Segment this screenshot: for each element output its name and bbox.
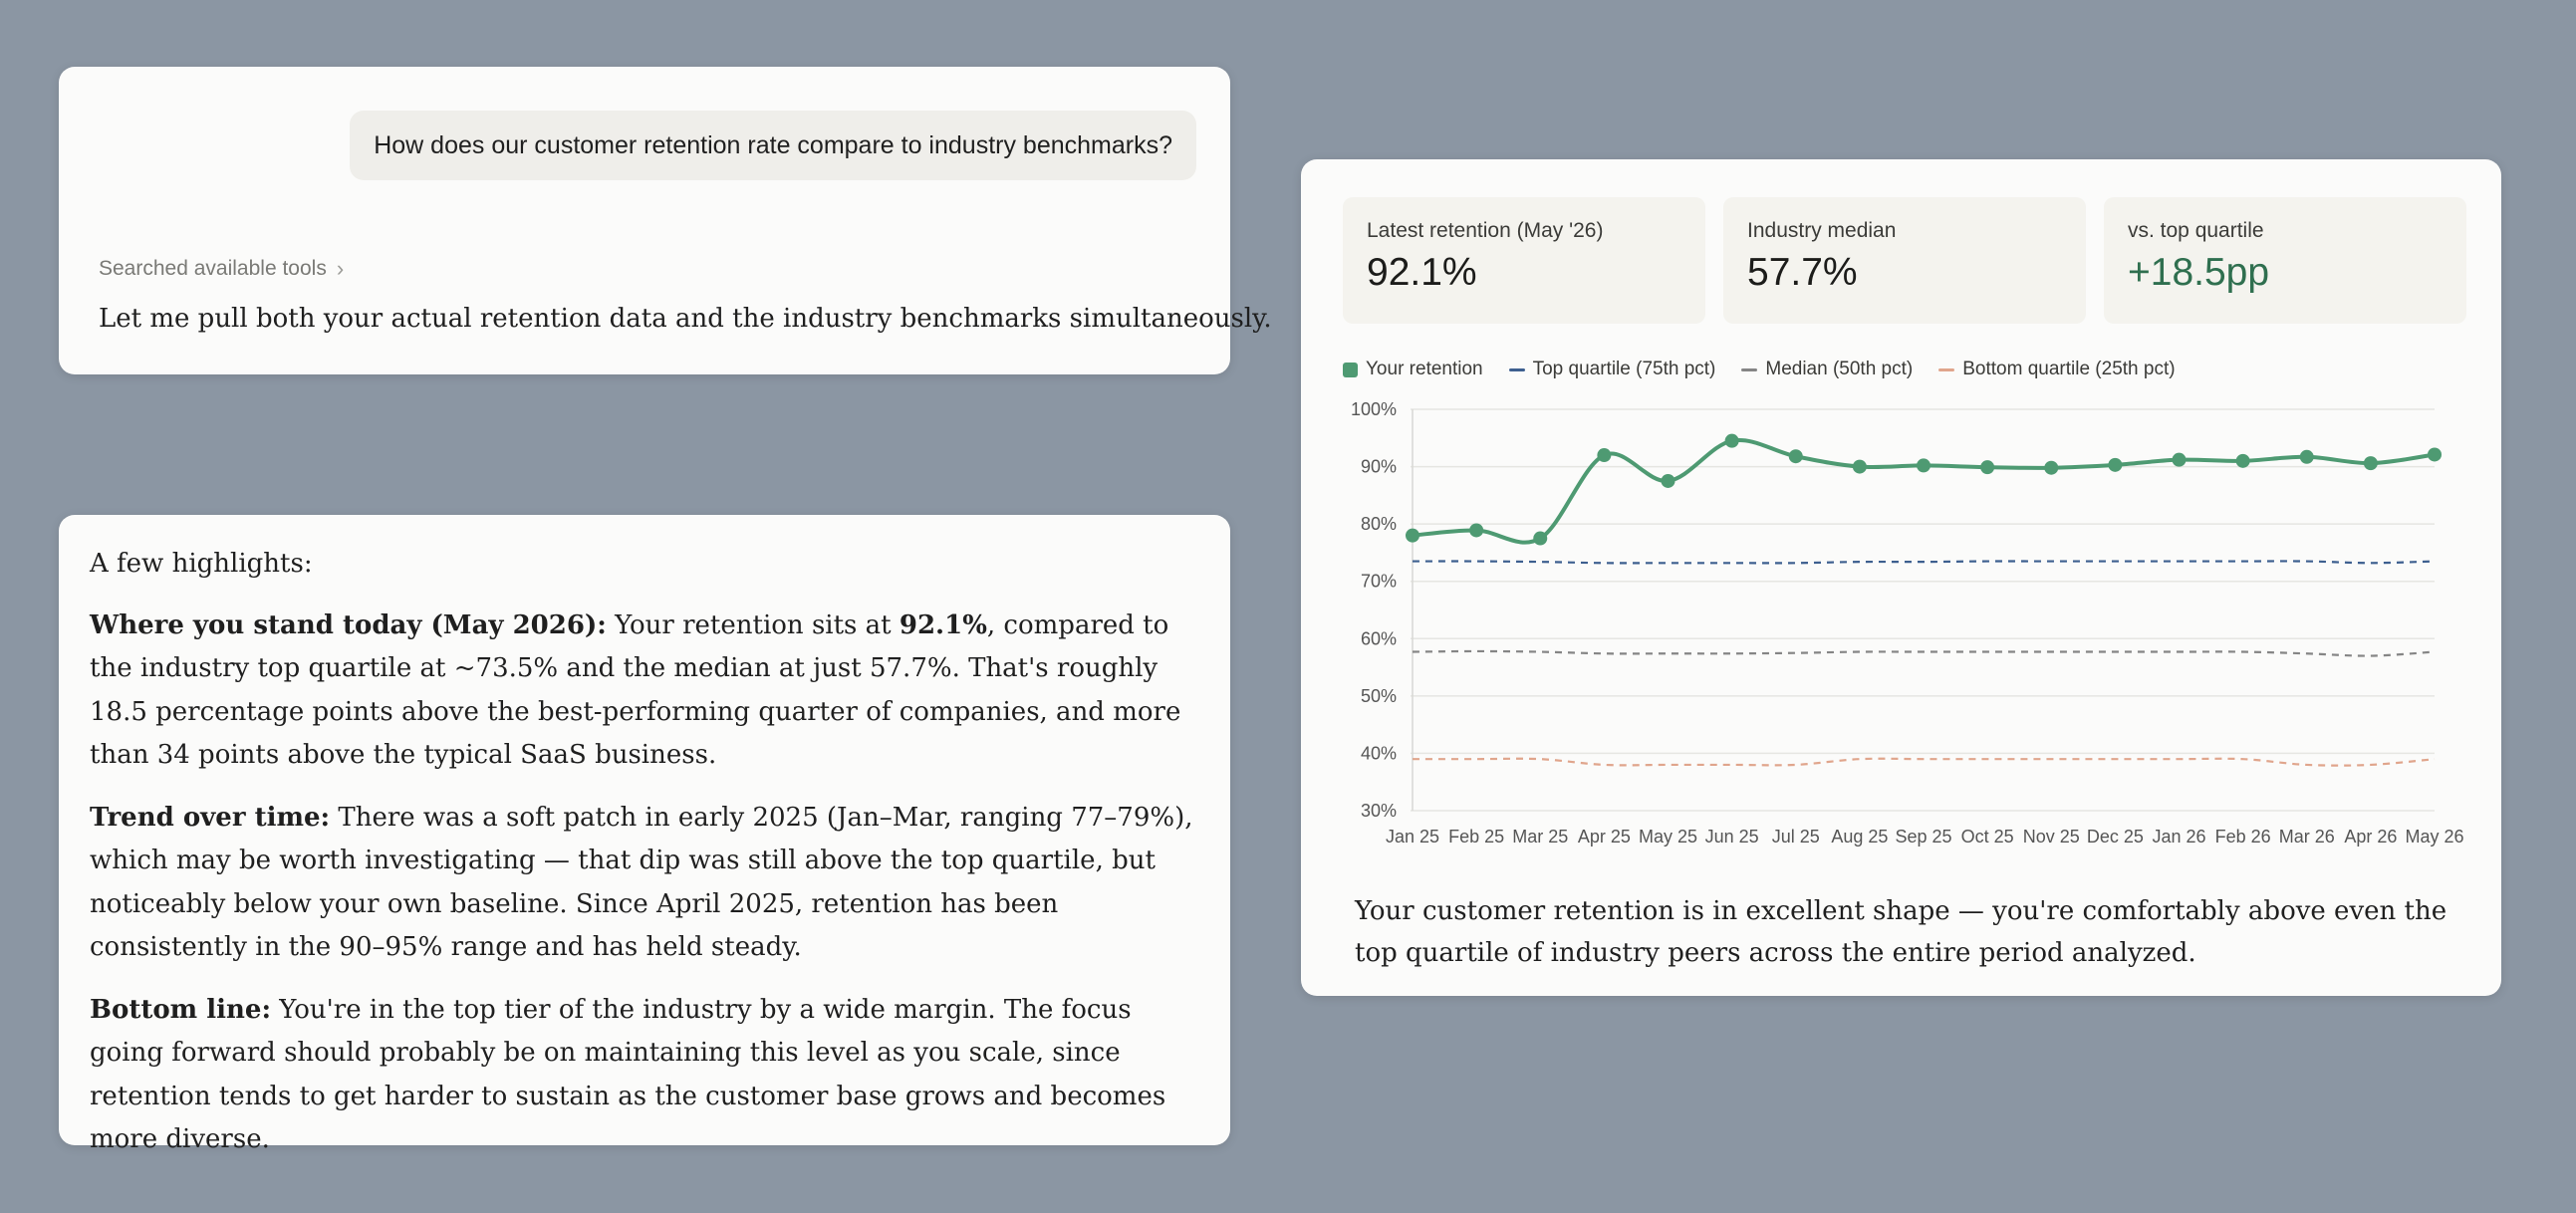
x-tick-label: May 25 bbox=[1639, 827, 1697, 847]
x-tick-label: Jan 26 bbox=[2152, 827, 2205, 847]
y-tick-label: 40% bbox=[1361, 743, 1397, 763]
retention-chart-card: Latest retention (May '26) 92.1% Industr… bbox=[1301, 159, 2501, 996]
metric-label: Latest retention (May '26) bbox=[1367, 219, 1604, 242]
metric-vs-top-quartile: vs. top quartile +18.5pp bbox=[2104, 197, 2466, 324]
data-point bbox=[1533, 531, 1548, 546]
legend-label: Bottom quartile (25th pct) bbox=[1962, 359, 2176, 379]
x-tick-label: Sep 25 bbox=[1895, 827, 1951, 847]
data-point bbox=[2172, 452, 2187, 467]
x-tick-label: Feb 26 bbox=[2215, 827, 2271, 847]
data-point bbox=[1597, 448, 1612, 463]
data-point bbox=[2299, 449, 2314, 464]
series-line-median bbox=[1412, 649, 2436, 657]
chart-caption: Your customer retention is in excellent … bbox=[1355, 896, 2447, 968]
data-point bbox=[2235, 453, 2250, 468]
metric-latest-retention: Latest retention (May '26) 92.1% bbox=[1343, 197, 1705, 324]
chart-legend: Your retention Top quartile (75th pct) M… bbox=[1343, 359, 2176, 380]
legend-label: Median (50th pct) bbox=[1765, 359, 1914, 379]
summary-text: Your retention sits at bbox=[606, 609, 900, 640]
data-point bbox=[1406, 528, 1419, 543]
x-tick-label: Jan 25 bbox=[1386, 827, 1439, 847]
summary-text: , compared to the industry top quartile … bbox=[90, 609, 1181, 771]
x-tick-label: Jun 25 bbox=[1705, 827, 1759, 847]
series-line-bottom-quartile bbox=[1412, 757, 2436, 767]
legend-item-median[interactable]: Median (50th pct) bbox=[1741, 359, 1913, 380]
tool-status-toggle[interactable]: Searched available tools › bbox=[99, 256, 344, 282]
y-tick-label: 30% bbox=[1361, 801, 1397, 821]
metric-label: Industry median bbox=[1747, 219, 1897, 242]
series-line-your-retention bbox=[1412, 437, 2436, 545]
legend-item-top-quartile[interactable]: Top quartile (75th pct) bbox=[1508, 359, 1716, 380]
y-tick-label: 80% bbox=[1361, 514, 1397, 534]
data-point bbox=[2363, 456, 2378, 471]
y-tick-label: 100% bbox=[1351, 399, 1397, 419]
x-tick-label: Apr 26 bbox=[2344, 827, 2397, 847]
summary-paragraph-current: Where you stand today (May 2026): Your r… bbox=[90, 605, 1199, 778]
chat-card: How does our customer retention rate com… bbox=[59, 67, 1272, 374]
legend-label: Your retention bbox=[1366, 359, 1483, 379]
x-tick-label: Dec 25 bbox=[2087, 827, 2144, 847]
x-tick-label: Aug 25 bbox=[1831, 827, 1888, 847]
tool-status-label: Searched available tools bbox=[99, 257, 327, 280]
series-line-top-quartile bbox=[1412, 560, 2436, 565]
metric-value: +18.5pp bbox=[2128, 251, 2270, 294]
legend-item-your-retention[interactable]: Your retention bbox=[1343, 359, 1483, 380]
summary-text: There was a soft patch in early 2025 (Ja… bbox=[90, 802, 1193, 963]
x-tick-label: May 26 bbox=[2405, 827, 2463, 847]
data-point bbox=[2428, 447, 2442, 462]
x-tick-label: Oct 25 bbox=[1961, 827, 2014, 847]
legend-swatch bbox=[1741, 367, 1758, 371]
metric-value: 92.1% bbox=[1367, 251, 1477, 294]
summary-card: A few highlights: Where you stand today … bbox=[59, 515, 1230, 1154]
x-tick-label: Mar 26 bbox=[2279, 827, 2335, 847]
retention-line-chart: 30% 40% 50% 60% 70% 80% 90% 100% Jan 25 Feb 25 Mar… bbox=[1351, 399, 2464, 847]
summary-heading-current: Where you stand today (May 2026): bbox=[90, 609, 607, 640]
metric-industry-median: Industry median 57.7% bbox=[1723, 197, 2086, 324]
user-message-bubble: How does our customer retention rate com… bbox=[350, 111, 1196, 180]
summary-text: You're in the top tier of the industry b… bbox=[90, 994, 1166, 1155]
data-point bbox=[2044, 460, 2059, 475]
assistant-message: Let me pull both your actual retention d… bbox=[99, 304, 1272, 334]
legend-item-bottom-quartile[interactable]: Bottom quartile (25th pct) bbox=[1938, 359, 2176, 380]
data-point bbox=[1788, 449, 1803, 464]
x-tick-label: Mar 25 bbox=[1512, 827, 1568, 847]
x-tick-label: Nov 25 bbox=[2023, 827, 2080, 847]
summary-heading-bottom-line: Bottom line: bbox=[90, 994, 272, 1025]
summary-highlight-value: 92.1% bbox=[899, 609, 987, 640]
metric-label: vs. top quartile bbox=[2128, 219, 2264, 242]
metric-value: 57.7% bbox=[1747, 251, 1858, 294]
user-message-text: How does our customer retention rate com… bbox=[374, 130, 1172, 159]
summary-paragraph-trend: Trend over time: There was a soft patch … bbox=[90, 797, 1199, 970]
data-point bbox=[1469, 523, 1484, 538]
legend-swatch bbox=[1343, 362, 1358, 377]
data-point bbox=[1661, 473, 1675, 488]
x-tick-label: Apr 25 bbox=[1578, 827, 1631, 847]
data-point bbox=[2108, 457, 2123, 472]
chevron-right-icon: › bbox=[336, 256, 345, 281]
legend-label: Top quartile (75th pct) bbox=[1532, 359, 1716, 379]
summary-intro: A few highlights: bbox=[90, 549, 313, 579]
y-tick-label: 90% bbox=[1361, 457, 1397, 477]
y-tick-label: 70% bbox=[1361, 572, 1397, 592]
x-tick-label: Feb 25 bbox=[1448, 827, 1504, 847]
legend-swatch bbox=[1508, 367, 1525, 371]
summary-paragraph-bottom-line: Bottom line: You're in the top tier of t… bbox=[90, 989, 1199, 1162]
summary-heading-trend: Trend over time: bbox=[90, 802, 331, 833]
legend-swatch bbox=[1938, 367, 1955, 371]
data-point bbox=[1917, 458, 1931, 473]
y-tick-label: 60% bbox=[1361, 628, 1397, 648]
data-point bbox=[1852, 459, 1867, 474]
y-tick-label: 50% bbox=[1361, 686, 1397, 706]
x-tick-label: Jul 25 bbox=[1772, 827, 1820, 847]
data-point bbox=[1980, 460, 1995, 475]
data-point bbox=[1724, 433, 1739, 448]
